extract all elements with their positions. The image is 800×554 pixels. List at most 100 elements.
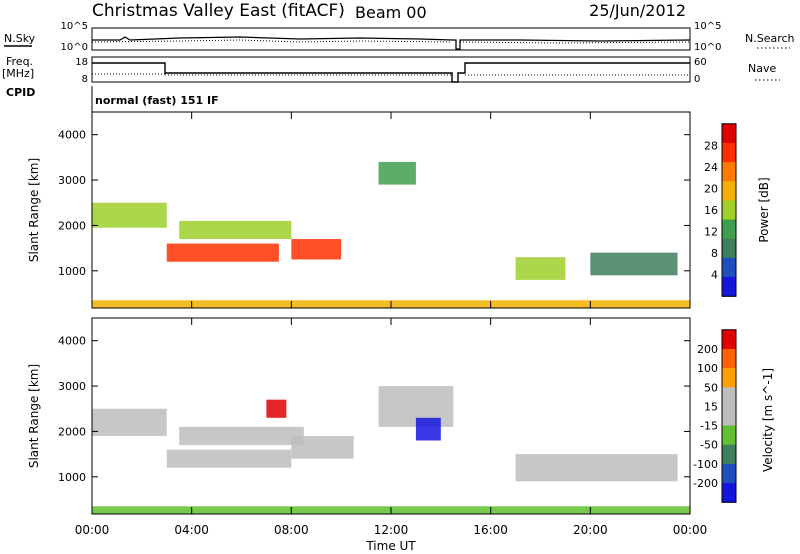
velocity-colorbar-tick-1: 100 bbox=[697, 362, 718, 375]
time-tick-label-4: 16:00 bbox=[473, 523, 508, 537]
plot-title: Christmas Valley East (fitACF) bbox=[92, 1, 345, 21]
power-ytick-label-2: 3000 bbox=[58, 174, 86, 187]
velocity-echo-region-0 bbox=[92, 408, 167, 436]
xaxis-title: Time UT bbox=[365, 539, 416, 553]
nsky-label: N.Sky bbox=[4, 32, 36, 45]
velocity-colorbar-tick-6: -100 bbox=[693, 458, 718, 471]
freq-panel-frame bbox=[91, 56, 691, 83]
power-colorbar-tick-2: 20 bbox=[704, 182, 718, 195]
velocity-echo-region-6 bbox=[415, 417, 441, 441]
power-colorbar-tick-3: 16 bbox=[704, 204, 718, 217]
noise-tick-low-right: 10^0 bbox=[694, 42, 721, 53]
freq-tick-high: 18 bbox=[75, 57, 88, 68]
freq-trace bbox=[92, 62, 690, 83]
date-label: 25/Jun/2012 bbox=[589, 1, 686, 20]
time-tick-label-2: 08:00 bbox=[274, 523, 309, 537]
velocity-ytick-label-0: 1000 bbox=[58, 471, 86, 484]
power-colorbar: 28 24 20 16 12 8 4 bbox=[704, 123, 737, 297]
freq-tick-low: 8 bbox=[82, 74, 88, 85]
nave-tick-high: 60 bbox=[694, 57, 707, 68]
power-echo-region-3 bbox=[291, 239, 342, 260]
nave-label: Nave bbox=[748, 62, 776, 75]
power-x-ticks bbox=[91, 112, 691, 308]
power-panel-bg bbox=[92, 112, 690, 308]
freq-unit: [MHz] bbox=[2, 67, 34, 80]
freq-label: Freq. bbox=[6, 55, 33, 68]
velocity-colorbar-label: Velocity [m s^-1] bbox=[761, 368, 775, 472]
power-colorbar-tick-5: 8 bbox=[711, 247, 718, 260]
power-colorbar-tick-6: 4 bbox=[711, 269, 718, 282]
power-colorbar-swatch-1 bbox=[722, 142, 736, 163]
power-ytick-label-0: 1000 bbox=[58, 265, 86, 278]
power-colorbar-swatch-3 bbox=[722, 181, 736, 201]
power-ytick-label-3: 4000 bbox=[58, 129, 86, 142]
time-axis-labels: 00:00 04:00 08:00 12:00 16:00 20:00 00:00 bbox=[75, 523, 708, 537]
power-colorbar-swatch-4 bbox=[722, 200, 736, 221]
velocity-colorbar-swatch-6 bbox=[722, 444, 736, 465]
power-y-ticks: 1000 2000 3000 4000 bbox=[58, 129, 690, 278]
beam-label: Beam 00 bbox=[355, 3, 427, 22]
velocity-colorbar-swatch-8 bbox=[722, 483, 736, 503]
power-colorbar-tick-4: 12 bbox=[704, 226, 718, 239]
noise-tick-high-left: 10^5 bbox=[61, 21, 88, 32]
velocity-echo-region-4 bbox=[291, 435, 354, 459]
noise-panel-frame bbox=[91, 27, 691, 51]
velocity-ytick-label-2: 3000 bbox=[58, 380, 86, 393]
velocity-colorbar: 200 100 50 15 -15 -50 -100 -200 bbox=[693, 329, 737, 503]
velocity-x-ticks bbox=[91, 318, 691, 514]
time-tick-label-5: 20:00 bbox=[573, 523, 608, 537]
time-tick-label-6: 00:00 bbox=[673, 523, 708, 537]
velocity-echo-region-1 bbox=[166, 449, 292, 468]
velocity-colorbar-tick-2: 50 bbox=[704, 381, 718, 394]
power-colorbar-swatch-8 bbox=[722, 277, 736, 297]
velocity-colorbar-tick-4: -15 bbox=[700, 420, 718, 433]
nsearch-trace bbox=[91, 39, 691, 44]
power-ylabel: Slant Range [km] bbox=[27, 158, 41, 262]
velocity-colorbar-swatch-3 bbox=[722, 387, 736, 407]
power-echo-region-0 bbox=[92, 202, 167, 228]
power-echo-region-1 bbox=[166, 243, 279, 262]
noise-tick-low-left: 10^0 bbox=[61, 42, 88, 53]
power-colorbar-swatch-7 bbox=[722, 257, 736, 278]
power-colorbar-tick-1: 24 bbox=[704, 161, 718, 174]
noise-tick-high-right: 10^5 bbox=[694, 21, 721, 32]
cpid-value: normal (fast) 151 IF bbox=[95, 94, 219, 107]
power-echo-region-6 bbox=[590, 252, 678, 276]
velocity-colorbar-tick-3: 15 bbox=[704, 400, 718, 413]
velocity-colorbar-swatch-1 bbox=[722, 348, 736, 369]
cpid-label: CPID bbox=[6, 86, 35, 99]
velocity-colorbar-swatch-0 bbox=[722, 329, 736, 350]
power-echo-region-5 bbox=[515, 257, 566, 280]
nave-trace bbox=[92, 73, 690, 76]
velocity-echo-region-3 bbox=[266, 399, 287, 418]
velocity-colorbar-swatch-5 bbox=[722, 425, 736, 446]
power-colorbar-swatch-6 bbox=[722, 238, 736, 259]
power-colorbar-label: Power [dB] bbox=[757, 177, 771, 242]
velocity-ylabel: Slant Range [km] bbox=[27, 364, 41, 468]
nsky-trace bbox=[92, 36, 691, 50]
velocity-colorbar-tick-0: 200 bbox=[697, 343, 718, 356]
nsearch-label: N.Search bbox=[745, 32, 795, 45]
power-colorbar-swatch-0 bbox=[722, 123, 736, 144]
power-colorbar-frame bbox=[721, 123, 737, 297]
power-echo-region-2 bbox=[179, 220, 292, 240]
velocity-colorbar-swatch-2 bbox=[722, 368, 736, 388]
velocity-colorbar-swatch-7 bbox=[722, 463, 736, 484]
time-tick-label-3: 12:00 bbox=[374, 523, 409, 537]
velocity-y-ticks: 1000 2000 3000 4000 bbox=[58, 335, 690, 484]
velocity-ytick-label-3: 4000 bbox=[58, 335, 86, 348]
velocity-colorbar-tick-5: -50 bbox=[700, 439, 718, 452]
power-colorbar-swatch-2 bbox=[722, 162, 736, 182]
velocity-colorbar-swatch-4 bbox=[722, 406, 736, 427]
power-colorbar-swatch-5 bbox=[722, 219, 736, 240]
velocity-colorbar-tick-7: -200 bbox=[693, 477, 718, 490]
power-ytick-label-1: 2000 bbox=[58, 219, 86, 232]
time-tick-label-0: 00:00 bbox=[75, 523, 110, 537]
power-echo-region-4 bbox=[378, 161, 416, 185]
velocity-colorbar-frame bbox=[721, 329, 737, 503]
time-tick-label-1: 04:00 bbox=[174, 523, 209, 537]
velocity-echo-region-2 bbox=[179, 426, 304, 446]
nave-tick-low: 0 bbox=[694, 74, 700, 85]
velocity-ytick-label-1: 2000 bbox=[58, 425, 86, 438]
